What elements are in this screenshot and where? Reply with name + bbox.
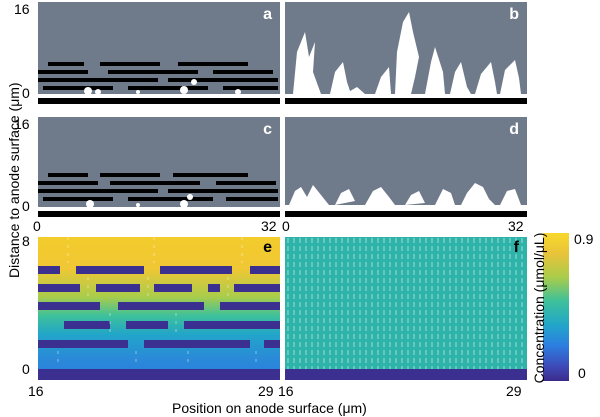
bottom-ytick-min: 0 xyxy=(22,361,30,377)
colorbar xyxy=(543,233,569,381)
bottom-xtick-right-start: 16 xyxy=(278,383,294,399)
colorbar-label: Concentration (μmol/μL) xyxy=(531,232,547,384)
panel-a-graphic xyxy=(38,62,280,104)
bottom-xtick-left-start: 16 xyxy=(28,383,44,399)
mid-xtick-left-start: 0 xyxy=(33,218,41,234)
bottom-xtick-left-end: 29 xyxy=(258,383,274,399)
panel-label-f: f xyxy=(513,239,519,256)
panel-e-graphic xyxy=(38,237,280,380)
x-axis-label: Position on anode surface (μm) xyxy=(172,400,367,416)
mid-xtick-right-end: 32 xyxy=(508,218,524,234)
panel-label-b: b xyxy=(509,6,519,23)
panel-f: f xyxy=(285,237,527,380)
mid-ytick-min: 0 xyxy=(22,198,30,214)
bottom-xtick-right-end: 29 xyxy=(506,383,522,399)
top-ytick-max: 16 xyxy=(14,1,30,17)
panel-d: d xyxy=(285,117,527,217)
panel-label-c: c xyxy=(263,121,272,138)
mid-ytick-max: 16 xyxy=(14,116,30,132)
panel-f-graphic xyxy=(285,237,527,380)
panel-c: c xyxy=(38,117,280,217)
panel-e: e xyxy=(38,237,280,380)
panel-d-graphic xyxy=(285,183,527,217)
top-ytick-min: 0 xyxy=(22,85,30,101)
panel-b: b xyxy=(285,2,527,104)
panel-label-d: d xyxy=(509,121,519,138)
y-axis-label: Distance to anode surface (μm) xyxy=(6,82,22,278)
mid-xtick-right-start: 0 xyxy=(282,218,290,234)
colorbar-tick-max: 0.9 xyxy=(574,231,594,247)
panel-label-a: a xyxy=(263,6,272,23)
colorbar-tick-min: 0 xyxy=(578,365,586,381)
bottom-ytick-max: 8 xyxy=(22,233,30,249)
panel-label-e: e xyxy=(263,239,272,256)
mid-xtick-left-end: 32 xyxy=(261,218,277,234)
panel-b-graphic xyxy=(285,12,527,104)
panel-c-graphic xyxy=(38,173,280,217)
panel-a: a xyxy=(38,2,280,104)
